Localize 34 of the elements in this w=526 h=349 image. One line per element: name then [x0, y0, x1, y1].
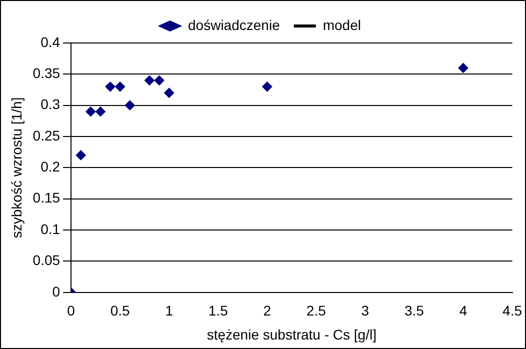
y-axis-title: szybkość wzrostu [1/h]	[8, 97, 24, 238]
y-tick-label: 0.35	[32, 65, 60, 82]
legend-label: model	[322, 16, 361, 33]
x-tick-label: 2	[263, 302, 272, 319]
point	[458, 62, 468, 73]
point	[262, 82, 272, 92]
x-tick-label: 3.5	[404, 302, 424, 319]
x-tick-label: 3	[361, 302, 370, 319]
x-tick-label: 4.5	[502, 302, 522, 319]
y-tick-label: 0.2	[40, 158, 60, 175]
point	[86, 106, 96, 117]
point	[95, 106, 106, 117]
point	[154, 75, 164, 86]
point	[76, 150, 86, 160]
point	[164, 88, 174, 98]
y-tick-label: 0.3	[40, 96, 60, 112]
y-tick-label: 0.4	[40, 34, 60, 50]
x-tick-label: 1	[165, 302, 174, 319]
y-tick-label: 0.25	[32, 127, 60, 144]
y-tick-label: 0.1	[40, 220, 60, 237]
legend-label: doświadczenie	[188, 16, 280, 33]
y-tick-label: 0	[52, 283, 60, 300]
x-tick-label: 0	[67, 302, 76, 319]
x-tick-label: 0.5	[110, 302, 130, 319]
y-tick-label: 0.05	[32, 252, 60, 268]
y-tick-label: 0.15	[32, 190, 60, 206]
x-axis-title: stężenie substratu - Cs [g/l]	[206, 326, 376, 342]
point	[124, 100, 135, 110]
point	[144, 75, 154, 86]
point	[115, 82, 126, 92]
point	[105, 82, 116, 92]
x-tick-label: 1.5	[208, 302, 228, 319]
x-tick-label: 4	[459, 302, 468, 319]
x-tick-label: 2.5	[306, 302, 326, 319]
